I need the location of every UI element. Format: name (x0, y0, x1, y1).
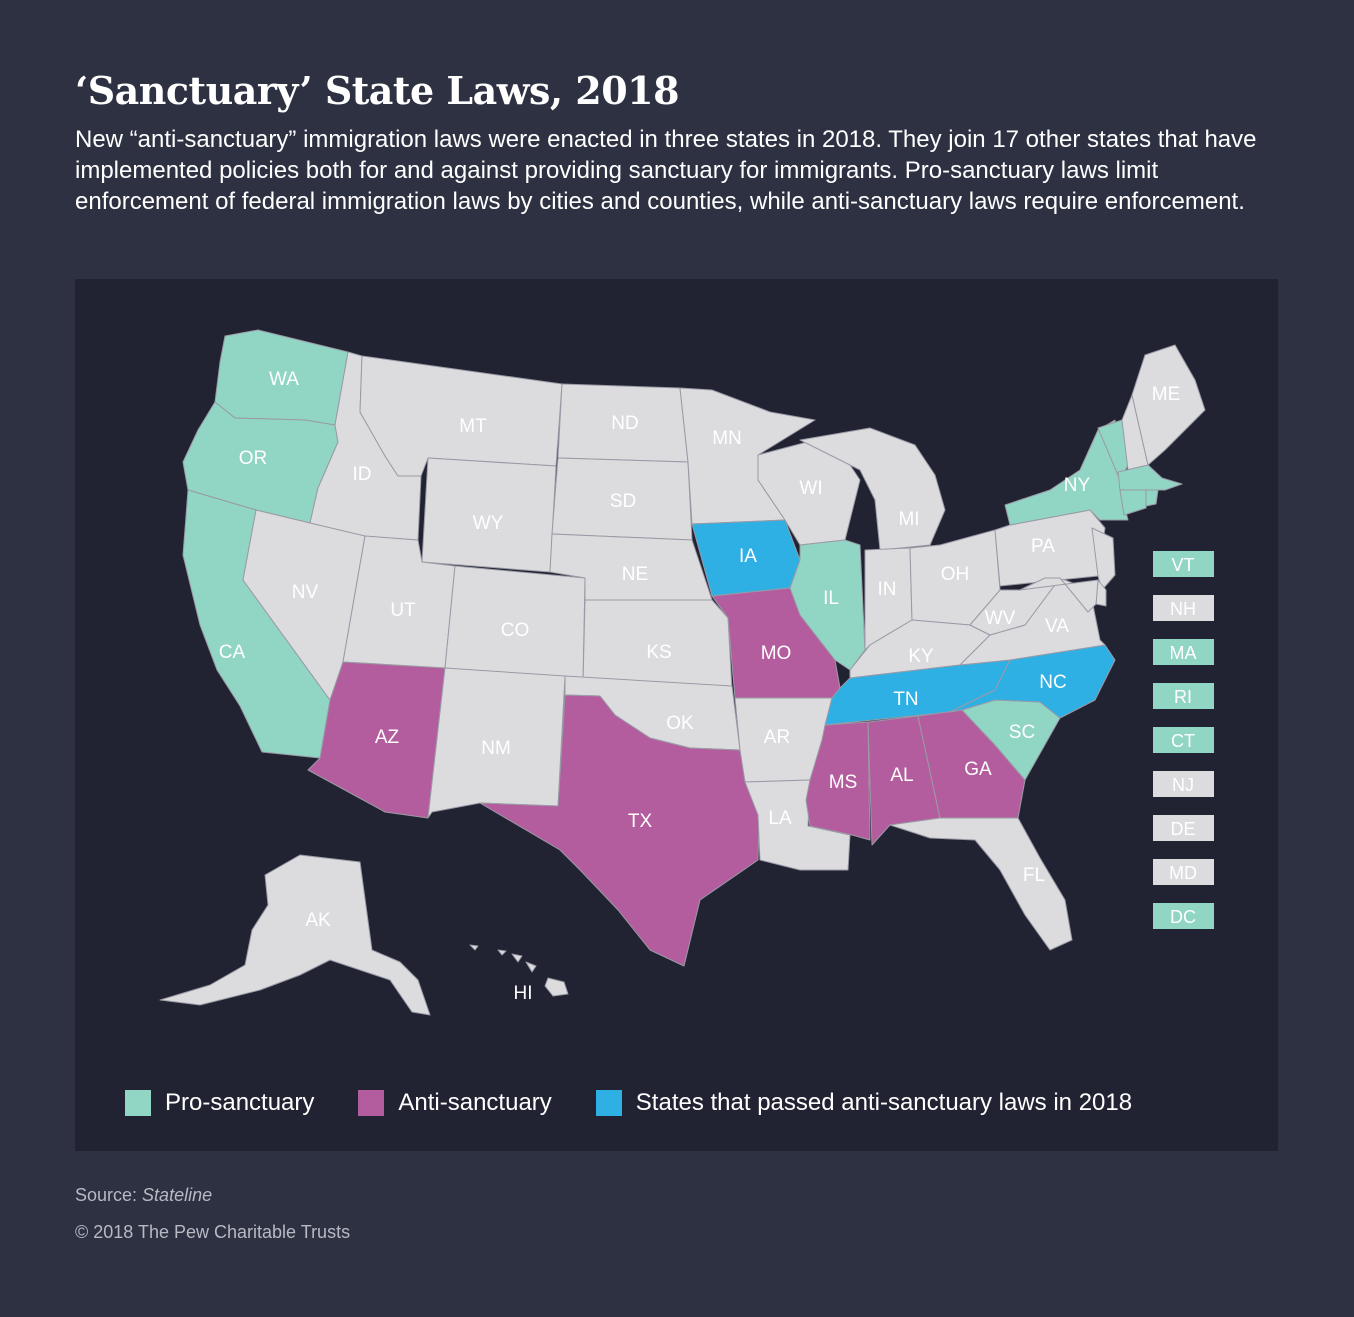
state-AK (159, 854, 431, 1016)
box-NJ (1153, 771, 1214, 797)
label-OR: OR (239, 448, 268, 469)
box-label-DE: DE (1170, 819, 1195, 839)
label-KS: KS (646, 642, 671, 663)
box-label-NH: NH (1170, 599, 1196, 619)
state-MS (805, 721, 871, 841)
state-KS (582, 599, 733, 691)
label-WI: WI (799, 478, 822, 499)
label-NC: NC (1039, 672, 1066, 693)
box-label-DC: DC (1170, 907, 1196, 927)
label-NM: NM (481, 738, 511, 759)
label-NY: NY (1064, 475, 1091, 496)
state-MI (799, 427, 946, 551)
label-CO: CO (501, 620, 530, 641)
box-VT (1153, 551, 1214, 577)
label-AL: AL (890, 765, 913, 786)
label-UT: UT (390, 600, 416, 621)
label-TN: TN (893, 689, 918, 710)
label-MO: MO (761, 643, 792, 664)
box-RI (1153, 683, 1214, 709)
label-ID: ID (353, 464, 372, 485)
page-title: ‘Sanctuary’ State Laws, 2018 (75, 68, 680, 113)
legend-label-anti: Anti-sanctuary (398, 1089, 552, 1116)
label-HI: HI (514, 983, 533, 1004)
label-MN: MN (712, 428, 742, 449)
legend-label-pro: Pro-sanctuary (165, 1089, 315, 1116)
label-TX: TX (628, 811, 653, 832)
label-OK: OK (666, 713, 694, 734)
state-ME (1131, 344, 1206, 466)
copyright: © 2018 The Pew Charitable Trusts (75, 1222, 351, 1242)
label-LA: LA (768, 808, 792, 829)
legend-swatch-passed-2018 (595, 1090, 622, 1116)
state-IL (789, 539, 866, 671)
map-panel: WA OR CA ID MT WY NV UT CO AZ NM ND SD N… (75, 279, 1278, 1151)
legend-swatch-anti (358, 1090, 385, 1116)
source-name: Stateline (142, 1185, 213, 1205)
state-labels: WA OR CA ID MT WY NV UT CO AZ NM ND SD N… (219, 369, 1180, 1004)
box-label-MA: MA (1170, 643, 1197, 663)
label-AR: AR (764, 727, 790, 748)
us-map: WA OR CA ID MT WY NV UT CO AZ NM ND SD N… (159, 329, 1214, 1016)
state-MT (359, 355, 563, 477)
box-NH (1153, 595, 1214, 621)
legend-item-pro: Pro-sanctuary (125, 1089, 314, 1117)
label-FL: FL (1023, 865, 1045, 886)
label-SC: SC (1009, 722, 1035, 743)
label-WA: WA (269, 369, 299, 390)
label-WY: WY (473, 513, 504, 534)
label-ND: ND (611, 413, 638, 434)
label-ME: ME (1152, 384, 1181, 405)
label-IL: IL (823, 588, 839, 609)
label-KY: KY (908, 646, 934, 667)
label-NE: NE (622, 564, 648, 585)
label-AZ: AZ (375, 727, 400, 748)
state-HI (469, 944, 569, 997)
state-NC (949, 644, 1116, 719)
legend-item-passed-2018: States that passed anti-sanctuary laws i… (595, 1089, 1133, 1117)
legend-label-passed-2018: States that passed anti-sanctuary laws i… (635, 1089, 1133, 1116)
box-DE (1153, 815, 1214, 841)
box-label-CT: CT (1171, 731, 1195, 751)
label-IN: IN (878, 579, 897, 600)
legend: Pro-sanctuary Anti-sanctuary States that… (125, 1089, 1176, 1117)
label-OH: OH (941, 564, 970, 585)
box-MD (1153, 859, 1214, 885)
label-VA: VA (1045, 616, 1069, 637)
box-MA (1153, 639, 1214, 665)
label-MT: MT (459, 416, 487, 437)
state-MD (1019, 577, 1099, 613)
state-FL (889, 817, 1073, 951)
state-RI (1145, 489, 1159, 507)
box-label-NJ: NJ (1172, 775, 1194, 795)
page-subtitle: New “anti-sanctuary” immigration laws we… (75, 126, 1257, 215)
source-prefix: Source: (75, 1185, 143, 1205)
label-SD: SD (610, 491, 636, 512)
box-label-VT: VT (1171, 555, 1194, 575)
legend-item-anti: Anti-sanctuary (358, 1089, 552, 1117)
label-WV: WV (985, 608, 1016, 629)
state-NJ (1091, 527, 1116, 591)
box-label-MD: MD (1169, 863, 1197, 883)
label-IA: IA (739, 546, 757, 567)
label-CA: CA (219, 642, 246, 663)
label-MI: MI (898, 509, 919, 530)
small-state-boxes: VT NH MA RI CT NJ DE MD DC (1153, 551, 1214, 929)
label-MS: MS (829, 772, 858, 793)
source-line: Source: Stateline (75, 1185, 212, 1206)
label-PA: PA (1031, 536, 1055, 557)
box-DC (1153, 903, 1214, 929)
box-label-RI: RI (1174, 687, 1192, 707)
label-AK: AK (305, 910, 331, 931)
box-CT (1153, 727, 1214, 753)
state-CT (1119, 489, 1147, 516)
label-GA: GA (964, 759, 992, 780)
legend-swatch-pro (125, 1090, 151, 1116)
state-TX (479, 694, 761, 967)
label-NV: NV (292, 582, 319, 603)
